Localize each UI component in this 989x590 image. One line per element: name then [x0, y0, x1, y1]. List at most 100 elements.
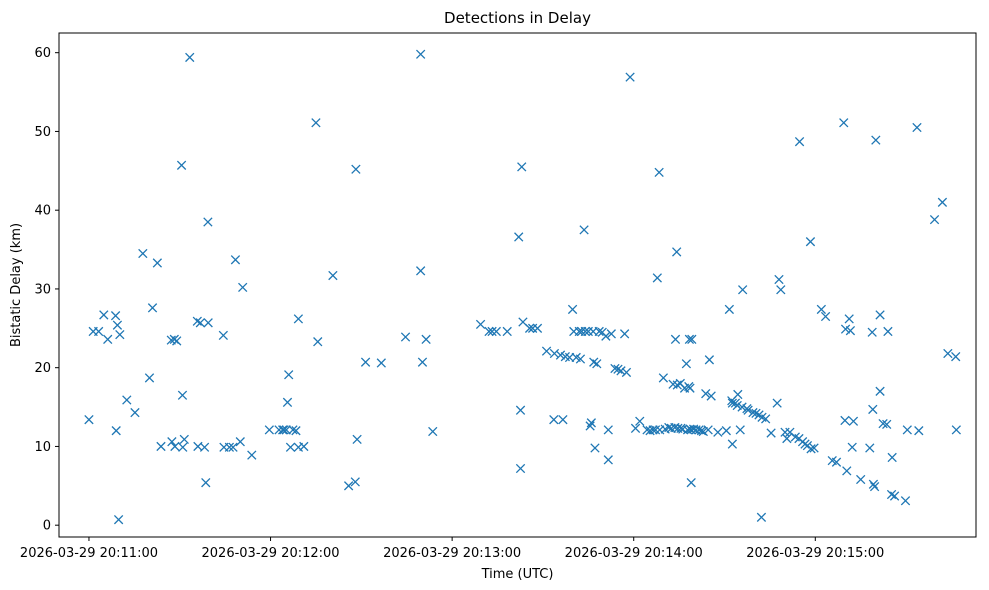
data-point	[951, 352, 961, 362]
data-point	[652, 273, 662, 283]
data-point	[575, 354, 586, 364]
data-point	[285, 442, 296, 452]
y-tick-label: 50	[34, 125, 51, 140]
data-point	[681, 359, 692, 369]
data-point	[875, 386, 885, 396]
data-point	[839, 118, 849, 128]
data-point	[782, 433, 792, 444]
data-point	[93, 326, 104, 337]
data-point	[352, 434, 362, 445]
data-point	[867, 327, 877, 337]
data-point	[138, 248, 148, 259]
x-tick-label: 2026-03-29 20:13:00	[383, 546, 521, 561]
data-point	[616, 366, 626, 376]
data-point	[311, 118, 321, 128]
data-point	[111, 426, 121, 436]
data-point	[288, 425, 298, 435]
data-point	[218, 330, 228, 341]
data-point	[195, 318, 205, 328]
data-point	[282, 397, 293, 407]
x-tick-label: 2026-03-29 20:14:00	[565, 546, 703, 561]
data-point	[686, 478, 696, 488]
data-point	[610, 363, 620, 374]
data-point	[113, 515, 124, 525]
data-point	[415, 266, 426, 276]
data-point	[549, 348, 560, 359]
data-point	[774, 274, 784, 285]
data-point	[743, 405, 753, 415]
y-tick-label: 0	[43, 519, 51, 534]
data-point	[179, 434, 189, 445]
data-point	[706, 391, 716, 401]
data-point	[847, 442, 857, 452]
data-point	[567, 304, 578, 315]
data-point	[883, 326, 893, 337]
data-point	[178, 442, 188, 452]
data-point	[886, 489, 897, 500]
data-point	[900, 496, 911, 506]
data-point	[735, 425, 745, 435]
data-point	[192, 316, 202, 326]
data-point	[201, 478, 211, 488]
data-point	[589, 357, 599, 367]
x-tick-label: 2026-03-29 20:12:00	[202, 546, 340, 561]
data-point	[594, 326, 604, 337]
data-point	[277, 425, 288, 435]
data-point	[875, 310, 885, 320]
data-point	[224, 442, 235, 452]
data-point	[487, 326, 497, 337]
data-point	[376, 358, 386, 368]
data-point	[889, 491, 900, 501]
data-point	[845, 326, 856, 336]
data-point	[203, 217, 213, 227]
data-point	[172, 336, 182, 346]
data-point	[868, 404, 878, 415]
data-point	[756, 512, 767, 522]
data-point	[772, 398, 782, 408]
data-point	[112, 320, 123, 330]
data-point	[703, 425, 713, 435]
data-point	[871, 135, 881, 145]
data-point	[621, 367, 632, 378]
data-point	[806, 444, 816, 454]
data-point	[558, 415, 568, 425]
data-point	[284, 370, 294, 380]
data-point	[868, 479, 879, 489]
y-tick-label: 10	[34, 440, 51, 455]
y-axis-label: Bistatic Delay (km)	[9, 223, 24, 347]
data-point	[840, 415, 850, 426]
data-point	[658, 373, 669, 383]
data-point	[601, 331, 611, 341]
data-point	[122, 395, 132, 405]
data-point	[902, 425, 912, 435]
x-tick-label: 2026-03-29 20:11:00	[20, 546, 158, 561]
data-point	[144, 373, 155, 383]
chart-title: Detections in Delay	[444, 9, 591, 27]
data-point	[704, 355, 715, 365]
data-point	[842, 466, 852, 476]
data-point	[878, 418, 888, 429]
data-point	[199, 442, 210, 452]
data-point	[541, 346, 552, 356]
data-point	[654, 167, 664, 178]
data-point	[592, 359, 602, 369]
x-axis-ticks: 2026-03-29 20:11:00 2026-03-29 20:12:00 20…	[20, 537, 884, 561]
data-point	[524, 323, 535, 333]
data-point	[630, 423, 641, 433]
data-point	[685, 383, 695, 393]
data-point	[766, 428, 776, 438]
data-point	[805, 237, 816, 247]
data-point	[343, 481, 354, 491]
data-point	[721, 426, 731, 436]
data-point	[751, 408, 761, 419]
data-point	[491, 326, 501, 337]
data-point	[203, 318, 213, 328]
data-point	[176, 160, 187, 170]
data-point	[235, 437, 245, 447]
data-point	[110, 311, 121, 321]
data-point	[733, 389, 743, 400]
data-point	[417, 357, 428, 367]
data-point	[84, 415, 94, 425]
data-point	[606, 329, 616, 339]
data-point	[586, 418, 597, 428]
